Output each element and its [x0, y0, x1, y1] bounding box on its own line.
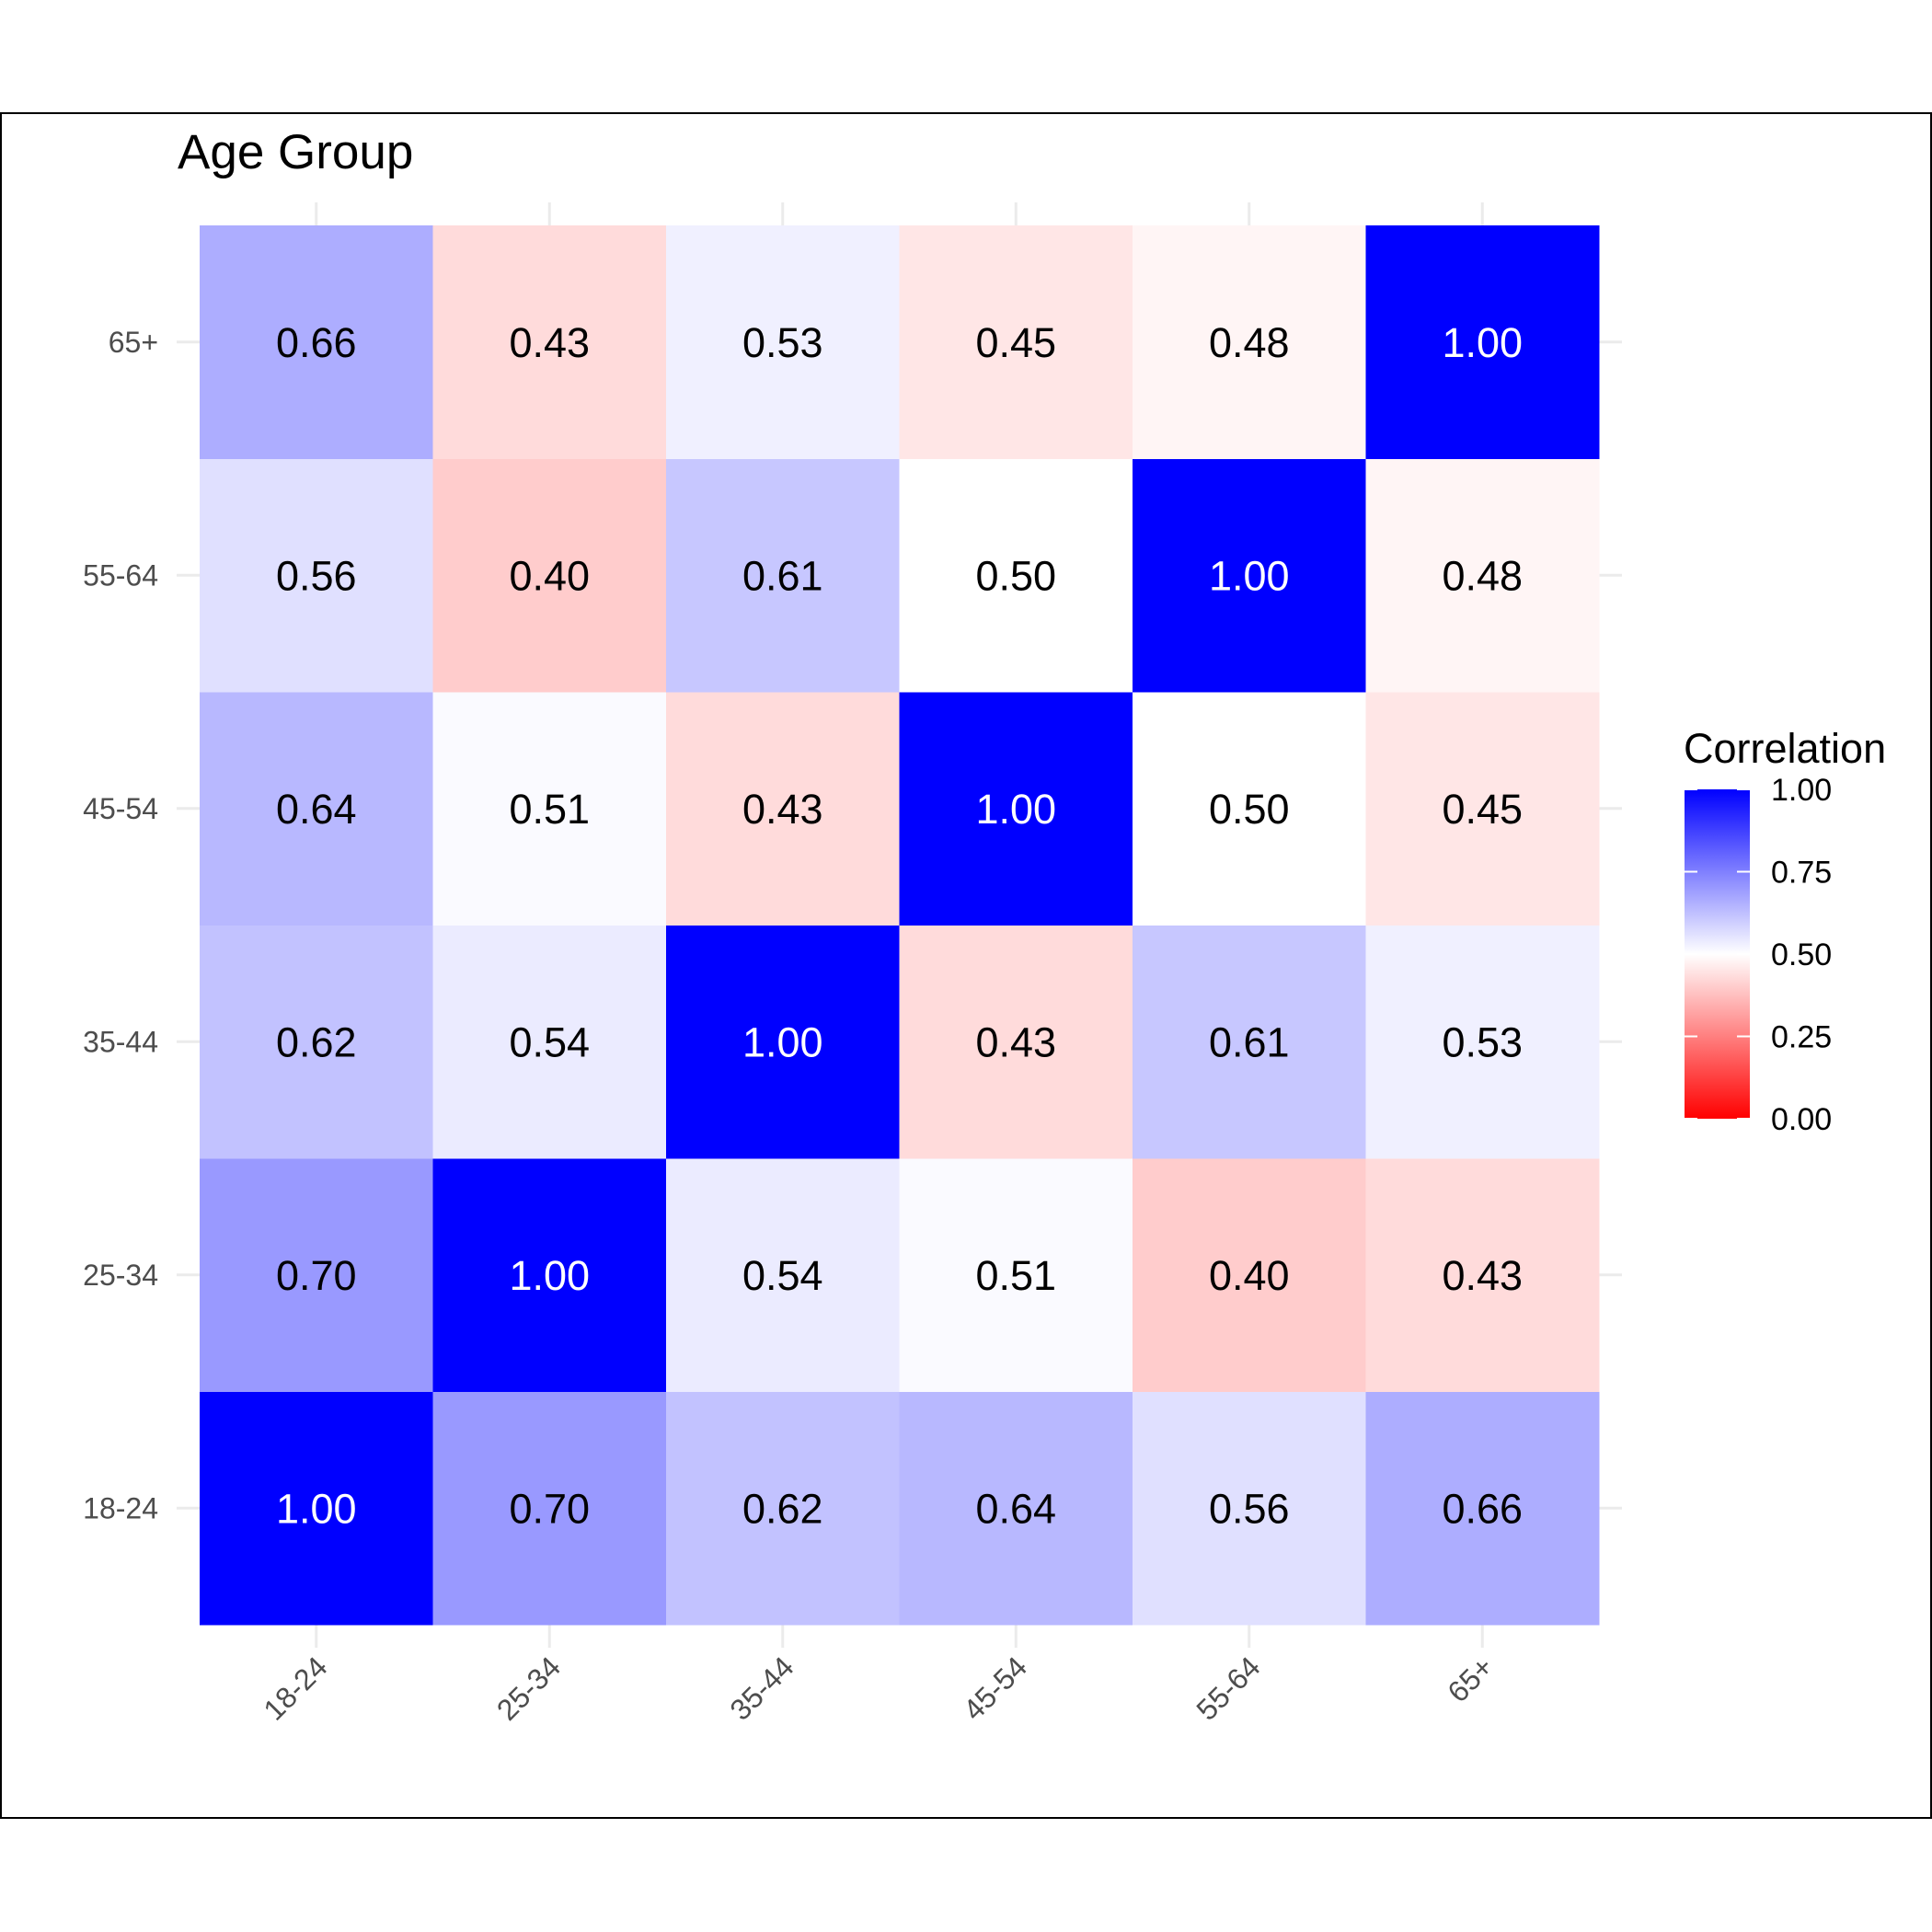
cell-value-label: 0.40: [509, 552, 590, 599]
x-tick-label: 35-44: [723, 1650, 799, 1726]
legend-tick-label: 1.00: [1771, 773, 1832, 808]
heatmap-cell: [1133, 925, 1366, 1159]
heatmap-cell: [432, 925, 667, 1159]
heatmap-cell: [432, 225, 667, 459]
cell-value-label: 1.00: [975, 786, 1056, 833]
cell-value-label: 0.64: [975, 1485, 1056, 1532]
x-tick-label: 18-24: [257, 1650, 333, 1726]
x-tick-label: 45-54: [957, 1650, 1033, 1726]
heatmap-cell: [1365, 1158, 1600, 1392]
cell-value-label: 0.61: [1209, 1018, 1290, 1065]
cell-value-label: 1.00: [742, 1018, 823, 1065]
heatmap-cell: [666, 225, 900, 459]
cell-value-label: 0.54: [509, 1018, 590, 1065]
legend-tick-label: 0.75: [1771, 856, 1832, 891]
cell-value-label: 0.43: [742, 786, 823, 833]
y-tick-label: 55-64: [83, 558, 158, 592]
heatmap-cell: [432, 458, 667, 693]
cell-value-label: 0.43: [975, 1018, 1056, 1065]
heatmap-cell: [666, 692, 900, 926]
cell-value-label: 1.00: [1442, 319, 1523, 366]
cell-value-label: 0.48: [1442, 552, 1523, 599]
heatmap-cell: [1133, 692, 1366, 926]
cell-value-label: 0.64: [276, 786, 357, 833]
cell-value-label: 1.00: [1209, 552, 1290, 599]
cell-value-label: 0.50: [975, 552, 1056, 599]
cell-value-label: 0.40: [1209, 1252, 1290, 1299]
heatmap-cell: [432, 1158, 667, 1392]
cell-value-label: 0.70: [509, 1485, 590, 1532]
cell-value-label: 0.43: [1442, 1252, 1523, 1299]
heatmap-cell: [200, 225, 433, 459]
color-legend: Correlation 1.00 0.75 0.50 0.25 0.00: [1684, 725, 1886, 1137]
cell-value-label: 0.62: [276, 1018, 357, 1065]
heatmap-cell: [432, 1391, 667, 1626]
heatmap-cell: [200, 458, 433, 693]
heatmap-cell: [666, 1391, 900, 1626]
x-tick-label: 55-64: [1190, 1650, 1266, 1726]
heatmap-cell: [1133, 1158, 1366, 1392]
y-tick-label: 45-54: [83, 792, 158, 825]
heatmap-cell: [1133, 1391, 1366, 1626]
heatmap-cell: [666, 925, 900, 1159]
x-tick-label: 25-34: [490, 1650, 567, 1726]
cell-value-label: 0.56: [276, 552, 357, 599]
legend-tick-label: 0.25: [1771, 1020, 1832, 1055]
cell-value-label: 1.00: [276, 1485, 357, 1532]
y-tick-label: 25-34: [83, 1259, 158, 1292]
x-tick-label: 65+: [1441, 1650, 1500, 1708]
cell-value-label: 0.51: [509, 786, 590, 833]
cell-value-label: 0.53: [742, 319, 823, 366]
y-tick-label: 18-24: [83, 1491, 158, 1524]
cell-value-label: 0.43: [509, 319, 590, 366]
cell-value-label: 0.56: [1209, 1485, 1290, 1532]
heatmap-cell: [200, 1158, 433, 1392]
heatmap-cell: [1365, 458, 1600, 693]
heatmap-cell: [1133, 225, 1366, 459]
heatmap-cell: [200, 925, 433, 1159]
cell-value-label: 0.66: [276, 319, 357, 366]
heatmap-cell: [899, 925, 1133, 1159]
cell-value-labels: 1.00 0.70 0.62 0.64 0.56 0.66 0.70 1.00 0.54 0.51…: [276, 319, 1523, 1533]
cell-value-label: 0.62: [742, 1485, 823, 1532]
cell-value-label: 0.53: [1442, 1018, 1523, 1065]
cell-value-label: 0.70: [276, 1252, 357, 1299]
cell-value-label: 1.00: [509, 1252, 590, 1299]
heatmap-cell: [200, 1391, 433, 1626]
cell-value-label: 0.45: [975, 319, 1056, 366]
heatmap-cell: [200, 692, 433, 926]
chart-title: Age Group: [178, 125, 413, 179]
heatmap-cell: [666, 458, 900, 693]
heatmap-cell: [899, 692, 1133, 926]
legend-tick-label: 0.50: [1771, 937, 1832, 972]
y-tick-label: 65+: [109, 326, 158, 359]
heatmap-cells: [200, 225, 1600, 1626]
heatmap-cell: [899, 1158, 1133, 1392]
cell-value-label: 0.61: [742, 552, 823, 599]
heatmap-cell: [1365, 925, 1600, 1159]
heatmap-cell: [432, 692, 667, 926]
heatmap-cell: [1365, 1391, 1600, 1626]
plot-frame: [0, 112, 1932, 1819]
heatmap-cell: [1365, 692, 1600, 926]
cell-value-label: 0.51: [975, 1252, 1056, 1299]
heatmap-cell: [899, 1391, 1133, 1626]
heatmap-cell: [899, 458, 1133, 693]
cell-value-label: 0.66: [1442, 1485, 1523, 1532]
legend-tick-label: 0.00: [1771, 1102, 1832, 1137]
heatmap-cell: [1365, 225, 1600, 459]
legend-title: Correlation: [1684, 725, 1886, 772]
cell-value-label: 0.45: [1442, 786, 1523, 833]
heatmap-cell: [666, 1158, 900, 1392]
y-tick-label: 35-44: [83, 1025, 158, 1058]
heatmap-cell: [1133, 458, 1366, 693]
cell-value-label: 0.50: [1209, 786, 1290, 833]
heatmap-cell: [899, 225, 1133, 459]
cell-value-label: 0.54: [742, 1252, 823, 1299]
cell-value-label: 0.48: [1209, 319, 1290, 366]
